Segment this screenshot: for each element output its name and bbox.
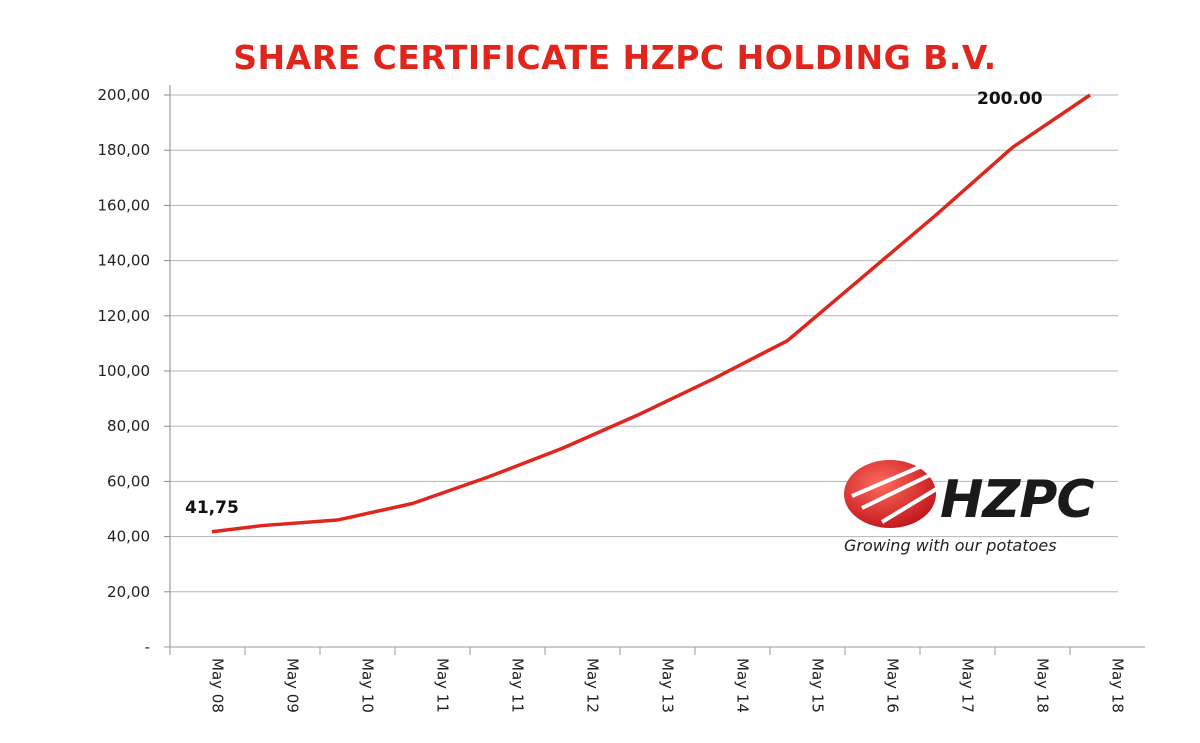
data-label-first: 41,75 [185, 498, 239, 518]
x-tick-label: May 18 [1109, 658, 1127, 713]
y-tick-label: 180,00 [98, 141, 151, 159]
x-tick-label: May 13 [659, 658, 677, 713]
logo-wordmark: HZPC [940, 470, 1094, 530]
x-tick-label: May 14 [734, 658, 752, 713]
y-tick-label: 140,00 [98, 252, 151, 270]
y-tick-label: 200,00 [98, 86, 151, 104]
y-tick-label: 40,00 [107, 528, 150, 546]
x-tick-label: May 11 [509, 658, 527, 713]
chart-title: SHARE CERTIFICATE HZPC HOLDING B.V. [233, 38, 997, 77]
x-tick-label: May 09 [284, 658, 302, 713]
y-tick-label: - [145, 638, 150, 656]
x-tick-label: May 12 [584, 658, 602, 713]
x-tick-label: May 15 [809, 658, 827, 713]
y-tick-label: 80,00 [107, 417, 150, 435]
potato-logo-icon [844, 460, 940, 528]
x-tick-label: May 16 [884, 658, 902, 713]
y-tick-label: 20,00 [107, 583, 150, 601]
y-tick-label: 60,00 [107, 472, 150, 490]
x-tick-label: May 11 [434, 658, 452, 713]
data-label-last: 200.00 [977, 89, 1043, 109]
y-tick-label: 120,00 [98, 307, 151, 325]
x-tick-label: May 08 [209, 658, 227, 713]
hzpc-logo: HZPC Growing with our potatoes [842, 456, 1102, 566]
x-tick-label: May 18 [1034, 658, 1052, 713]
series-line [211, 93, 1091, 534]
logo-tagline: Growing with our potatoes [844, 536, 1057, 555]
x-tick-label: May 10 [359, 658, 377, 713]
y-tick-label: 160,00 [98, 196, 151, 214]
x-tick-label: May 17 [959, 658, 977, 713]
y-tick-label: 100,00 [98, 362, 151, 380]
